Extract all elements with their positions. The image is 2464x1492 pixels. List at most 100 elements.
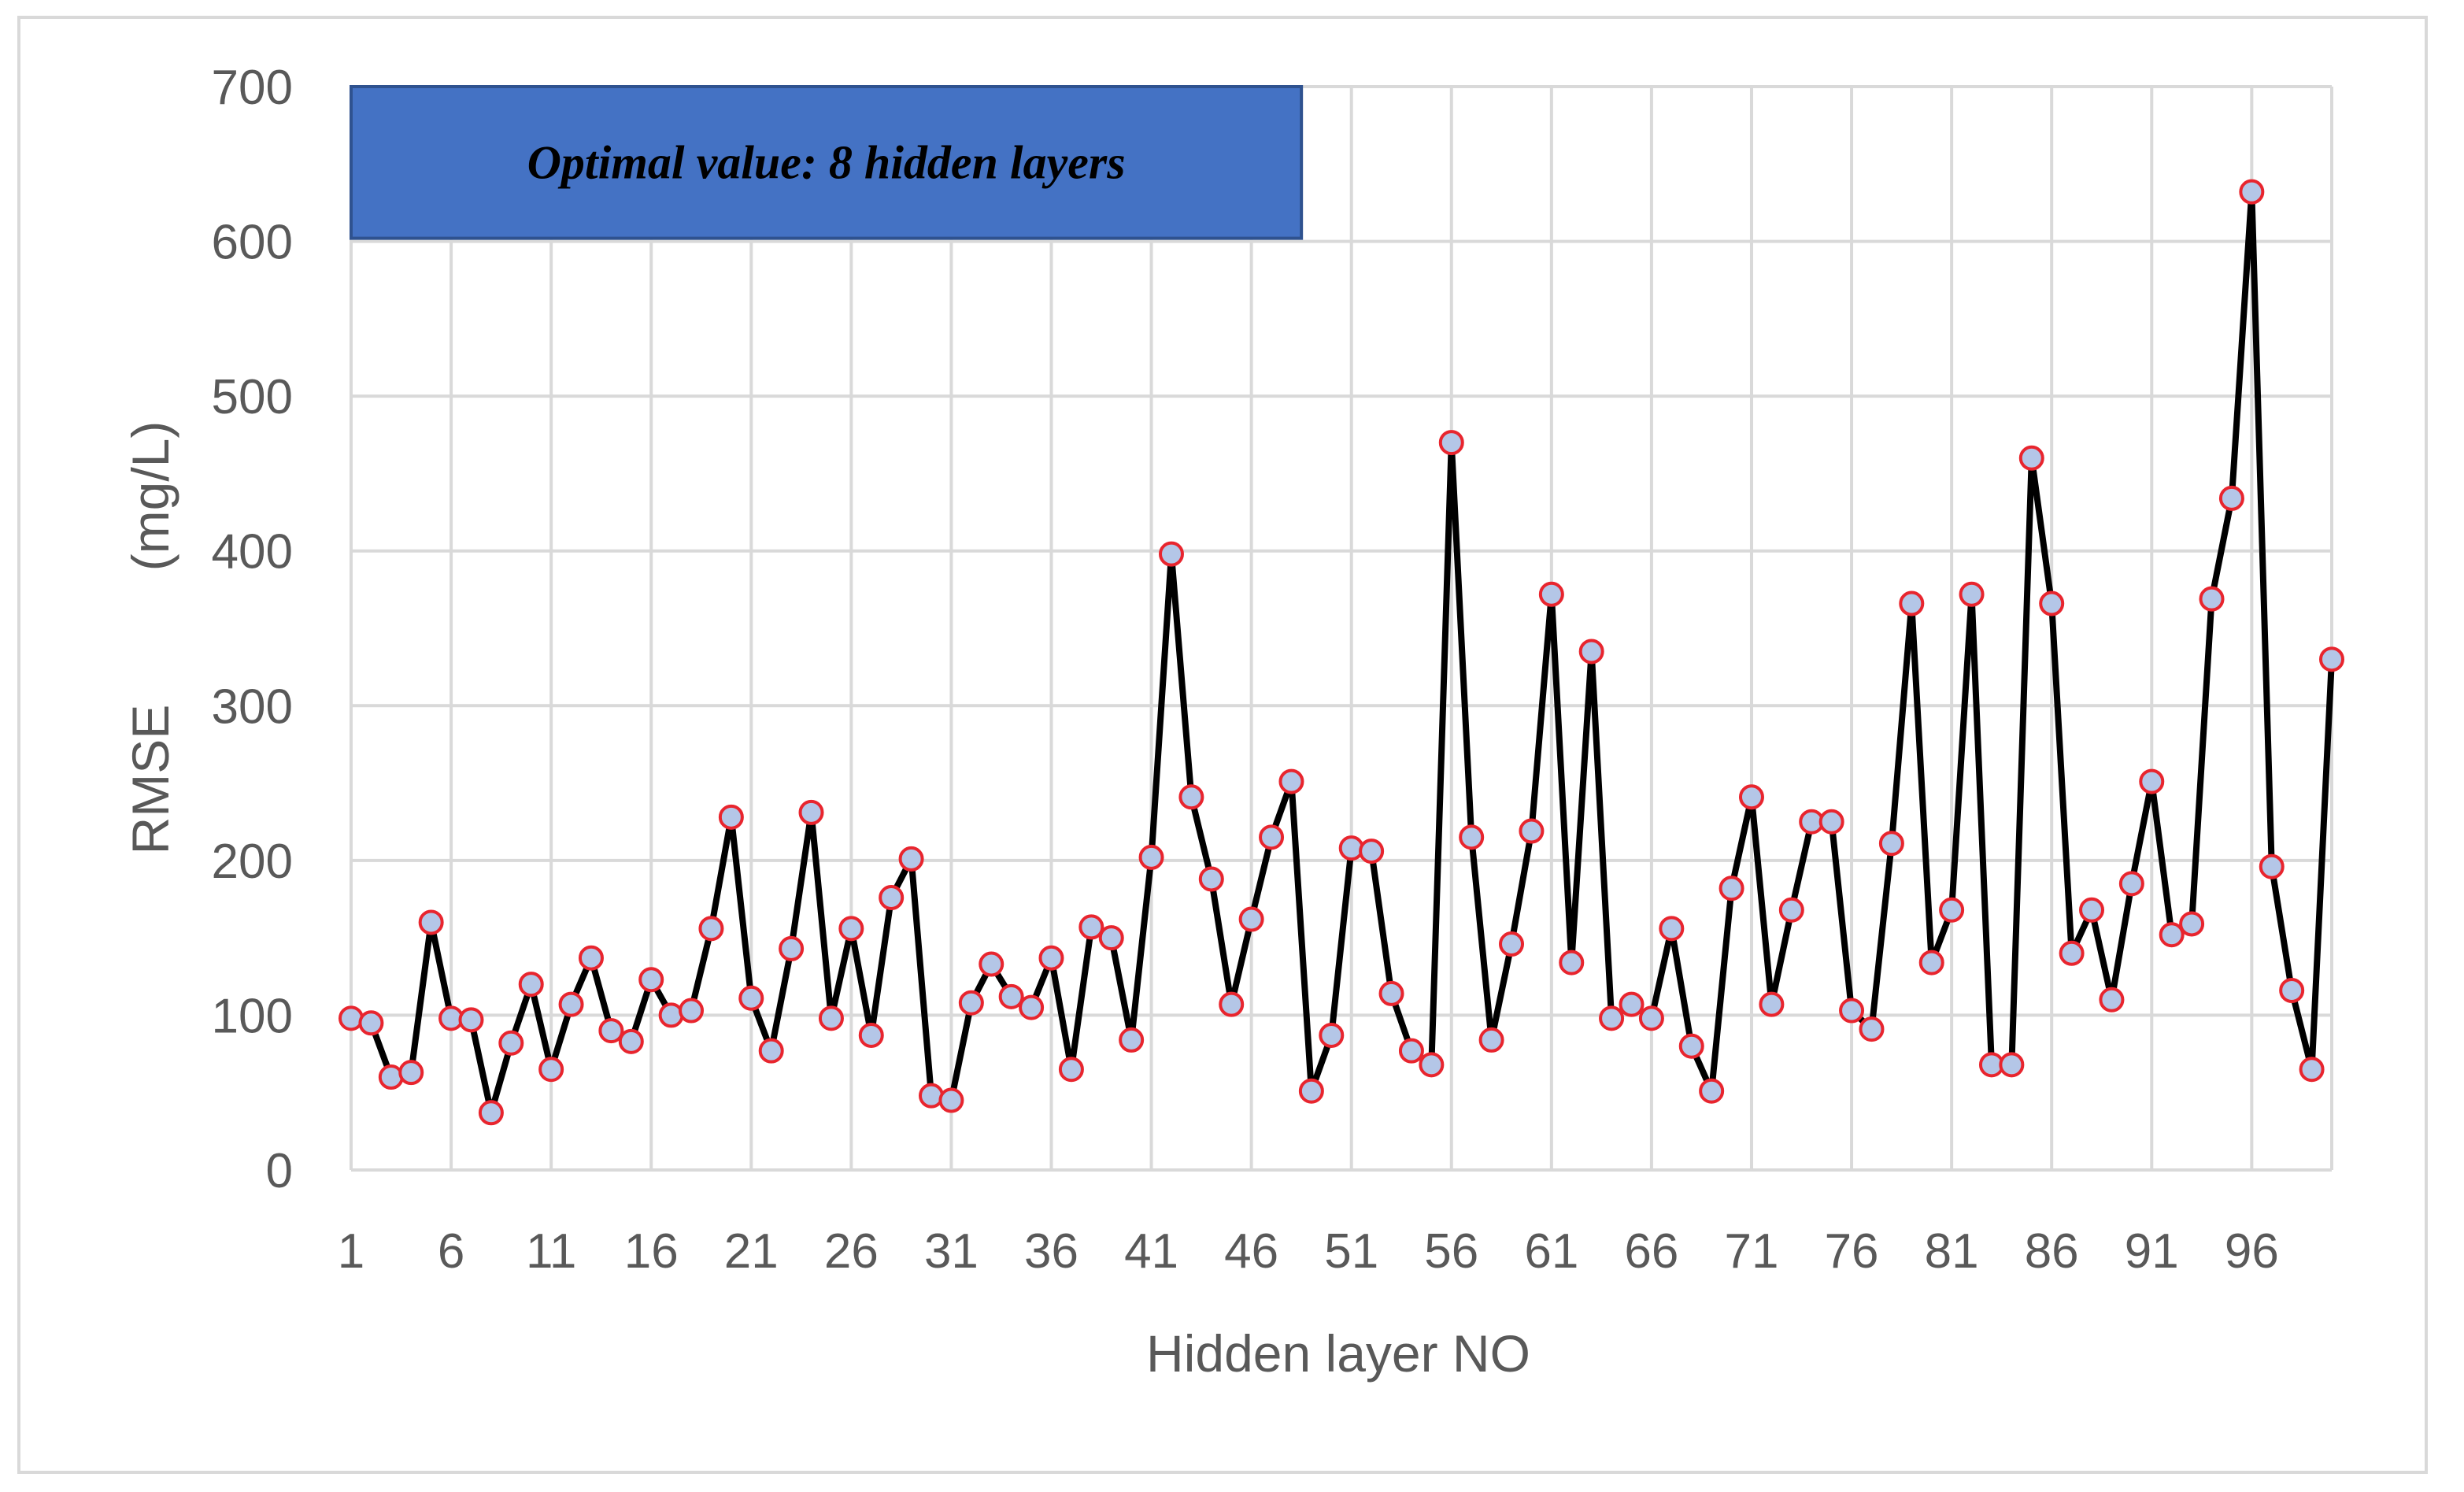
y-tick-label: 500 — [212, 370, 293, 424]
data-point — [638, 967, 664, 993]
data-point — [2299, 1057, 2325, 1083]
data-point — [758, 1038, 784, 1064]
y-tick-label: 0 — [266, 1144, 293, 1198]
annotation-box — [350, 85, 1304, 240]
data-point — [838, 916, 864, 942]
data-point — [378, 1064, 404, 1090]
data-point — [1478, 1027, 1504, 1053]
data-point — [358, 1010, 384, 1036]
data-point — [498, 1030, 524, 1056]
y-tick-label: 600 — [212, 216, 293, 270]
data-point — [2018, 445, 2044, 471]
data-point — [2139, 768, 2165, 794]
data-point — [1878, 831, 1904, 857]
data-point — [1959, 581, 1985, 607]
x-tick-label: 76 — [1825, 1224, 1879, 1279]
x-tick-label: 36 — [1024, 1224, 1078, 1279]
data-point — [858, 1022, 884, 1048]
y-axis-ticks: 0 100 200 300 400 500 600 700 — [212, 61, 293, 1198]
data-point — [1759, 991, 1785, 1017]
data-point — [1359, 839, 1385, 864]
x-tick-label: 96 — [2225, 1224, 2279, 1279]
data-point — [1538, 581, 1564, 607]
data-point — [1338, 835, 1364, 861]
data-point — [1378, 980, 1404, 1006]
data-point — [2059, 940, 2085, 966]
x-axis-title: Hidden layer NO — [1146, 1324, 1530, 1383]
x-tick-label: 6 — [438, 1224, 464, 1279]
data-point — [1278, 768, 1304, 794]
data-point — [1599, 1005, 1625, 1031]
data-point — [919, 1083, 945, 1109]
data-point — [2319, 646, 2344, 672]
x-tick-label: 61 — [1524, 1224, 1578, 1279]
data-point — [1058, 1057, 1084, 1083]
data-point — [979, 951, 1004, 977]
data-point — [458, 1007, 484, 1033]
data-point — [2218, 485, 2244, 511]
y-axis-title: RMSE — [121, 705, 179, 855]
data-point — [1559, 950, 1585, 976]
data-point — [1619, 991, 1645, 1017]
data-point — [618, 1028, 644, 1054]
data-point — [938, 1087, 964, 1113]
data-point — [2118, 871, 2144, 897]
x-tick-label: 91 — [2125, 1224, 2179, 1279]
data-point — [1859, 1016, 1885, 1042]
data-point — [1078, 914, 1104, 940]
data-point — [339, 1005, 364, 1031]
data-point — [1319, 1022, 1345, 1048]
x-tick-label: 1 — [338, 1224, 364, 1279]
data-point — [898, 846, 924, 872]
x-tick-label: 11 — [526, 1224, 576, 1279]
data-point — [698, 916, 724, 942]
x-tick-label: 26 — [824, 1224, 879, 1279]
x-tick-label: 46 — [1224, 1224, 1278, 1279]
data-point — [1198, 866, 1224, 892]
y-tick-label: 200 — [212, 835, 293, 889]
data-point — [1138, 844, 1164, 870]
data-point — [1098, 925, 1124, 951]
data-point — [879, 885, 905, 911]
x-tick-label: 31 — [924, 1224, 979, 1279]
data-point — [718, 804, 744, 830]
data-point — [2079, 897, 2105, 923]
annotation-banner: Optimal value: 8 hidden layers — [350, 85, 1304, 240]
data-point — [1158, 541, 1184, 567]
data-point — [2239, 179, 2265, 205]
data-point — [2199, 586, 2225, 612]
data-point — [1659, 916, 1685, 942]
data-point — [818, 1005, 844, 1031]
data-point — [1778, 897, 1804, 923]
data-point — [518, 972, 544, 998]
data-point — [798, 799, 824, 825]
data-point — [478, 1100, 504, 1126]
data-point — [779, 935, 805, 961]
x-axis-ticks: 1 6 11 16 21 26 31 36 41 46 51 56 61 66 71 76 81 86 91 96 — [338, 1224, 2279, 1279]
data-point — [1719, 876, 1744, 901]
grid-lines — [350, 85, 2333, 1172]
y-tick-label: 700 — [212, 61, 293, 115]
data-point — [1638, 1005, 1664, 1031]
annotation-text: Optimal value: 8 hidden layers — [527, 136, 1126, 188]
data-point — [738, 985, 764, 1011]
data-point — [1019, 994, 1045, 1020]
data-point — [958, 990, 984, 1016]
data-point — [1298, 1078, 1324, 1104]
data-point — [2179, 911, 2205, 937]
data-point — [679, 998, 705, 1024]
x-tick-label: 81 — [1925, 1224, 1979, 1279]
data-point — [1578, 639, 1604, 665]
data-point — [1238, 906, 1264, 932]
x-tick-label: 21 — [724, 1224, 779, 1279]
x-tick-label: 86 — [2025, 1224, 2079, 1279]
data-point — [1438, 430, 1464, 456]
y-tick-label: 400 — [212, 525, 293, 579]
data-point — [578, 945, 604, 971]
chart-frame — [17, 16, 2428, 1474]
x-tick-label: 56 — [1424, 1224, 1478, 1279]
x-tick-label: 66 — [1624, 1224, 1678, 1279]
x-tick-label: 16 — [624, 1224, 679, 1279]
data-point — [2099, 987, 2125, 1013]
